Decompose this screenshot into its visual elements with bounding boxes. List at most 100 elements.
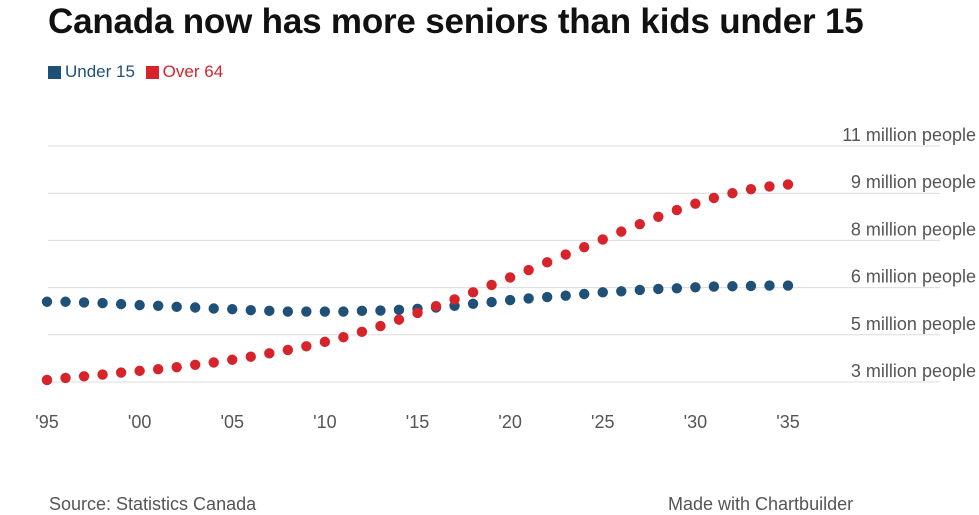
legend: Under 15 Over 64 — [48, 62, 229, 84]
data-point-over-64 — [190, 359, 201, 371]
data-point-under-15 — [190, 302, 201, 313]
data-point-over-64 — [208, 357, 219, 368]
data-point-over-64 — [319, 336, 331, 348]
data-point-under-15 — [745, 280, 757, 292]
data-point-over-64 — [41, 374, 53, 386]
y-tick-label: 3 million people — [851, 361, 976, 381]
data-point-under-15 — [782, 280, 794, 291]
legend-label-over-64: Over 64 — [162, 62, 224, 81]
series-over-64 — [41, 179, 794, 386]
y-tick-label: 8 million people — [851, 219, 976, 239]
data-point-under-15 — [634, 284, 645, 296]
legend-label-under-15: Under 15 — [65, 62, 135, 81]
data-point-over-64 — [356, 326, 368, 337]
data-point-over-64 — [152, 363, 164, 375]
data-point-over-64 — [467, 287, 479, 298]
data-point-over-64 — [227, 354, 238, 365]
data-point-over-64 — [579, 241, 590, 253]
y-tick-label: 6 million people — [851, 267, 976, 287]
data-point-over-64 — [60, 372, 71, 384]
legend-item-under-15: Under 15 — [48, 62, 135, 82]
data-point-under-15 — [78, 297, 90, 308]
chart-plot: 11 million people 9 million people 8 milli… — [35, 125, 976, 432]
data-point-over-64 — [134, 365, 145, 377]
data-point-over-64 — [671, 204, 683, 216]
data-point-over-64 — [115, 367, 127, 378]
legend-swatch-under-15 — [48, 65, 61, 79]
data-point-over-64 — [449, 294, 460, 305]
data-point-over-64 — [764, 181, 775, 192]
data-point-under-15 — [152, 300, 164, 312]
data-point-under-15 — [97, 297, 108, 309]
data-point-over-64 — [301, 341, 312, 352]
data-point-over-64 — [597, 234, 608, 245]
y-tick-label: 5 million people — [851, 314, 976, 334]
data-point-over-64 — [782, 179, 794, 190]
data-point-under-15 — [282, 306, 294, 317]
data-point-over-64 — [245, 351, 256, 362]
data-point-under-15 — [727, 281, 738, 292]
data-point-over-64 — [727, 188, 738, 199]
data-point-over-64 — [171, 361, 182, 373]
data-point-under-15 — [245, 304, 256, 316]
data-point-under-15 — [504, 294, 516, 306]
data-point-under-15 — [338, 306, 349, 317]
data-point-under-15 — [690, 282, 701, 293]
x-tick-label: '05 — [221, 412, 244, 432]
data-point-under-15 — [301, 306, 312, 317]
data-point-over-64 — [560, 249, 571, 260]
data-point-over-64 — [616, 226, 627, 237]
data-point-over-64 — [690, 198, 701, 209]
x-tick-label: '30 — [684, 412, 707, 432]
source-note: Source: Statistics Canada — [49, 494, 257, 514]
data-point-under-15 — [486, 296, 497, 308]
data-point-under-15 — [41, 296, 53, 307]
data-point-over-64 — [653, 211, 664, 222]
data-point-under-15 — [393, 304, 405, 316]
data-point-over-64 — [264, 348, 275, 359]
data-point-over-64 — [97, 369, 108, 380]
data-point-over-64 — [708, 192, 720, 204]
data-point-over-64 — [412, 307, 423, 319]
data-point-over-64 — [393, 314, 405, 325]
data-point-under-15 — [708, 281, 720, 292]
data-point-over-64 — [634, 219, 645, 230]
x-tick-label: '10 — [313, 412, 336, 432]
x-tick-label: '15 — [406, 412, 429, 432]
data-point-under-15 — [467, 298, 479, 309]
data-point-under-15 — [653, 283, 664, 295]
x-tick-label: '20 — [498, 412, 521, 432]
data-point-under-15 — [375, 305, 386, 316]
credit-note: Made with Chartbuilder — [668, 494, 854, 514]
x-tick-label: '00 — [128, 412, 151, 432]
data-point-under-15 — [319, 306, 331, 317]
x-tick-label: '95 — [35, 412, 58, 432]
data-point-under-15 — [171, 301, 182, 313]
data-point-under-15 — [208, 303, 219, 314]
data-point-under-15 — [264, 305, 275, 317]
data-point-under-15 — [523, 293, 534, 304]
data-point-under-15 — [764, 280, 775, 291]
data-point-over-64 — [504, 272, 516, 283]
data-point-under-15 — [597, 287, 608, 298]
data-point-over-64 — [541, 257, 553, 268]
data-point-under-15 — [579, 288, 590, 300]
legend-item-over-64: Over 64 — [145, 62, 224, 82]
x-tick-label: '35 — [776, 412, 799, 432]
legend-swatch-over-64 — [145, 65, 159, 79]
data-point-under-15 — [671, 283, 683, 294]
data-point-over-64 — [523, 264, 534, 276]
data-point-under-15 — [616, 286, 627, 297]
data-point-over-64 — [338, 331, 349, 343]
data-point-under-15 — [541, 291, 553, 303]
data-point-under-15 — [115, 298, 127, 310]
chart-title: Canada now has more seniors than kids un… — [48, 2, 864, 41]
data-point-over-64 — [430, 300, 442, 312]
data-point-under-15 — [560, 290, 571, 301]
x-tick-label: '25 — [591, 412, 614, 432]
data-point-under-15 — [227, 303, 238, 315]
data-point-over-64 — [486, 279, 497, 291]
data-point-under-15 — [134, 299, 145, 311]
data-point-over-64 — [78, 371, 90, 382]
y-tick-label: 9 million people — [851, 172, 976, 192]
